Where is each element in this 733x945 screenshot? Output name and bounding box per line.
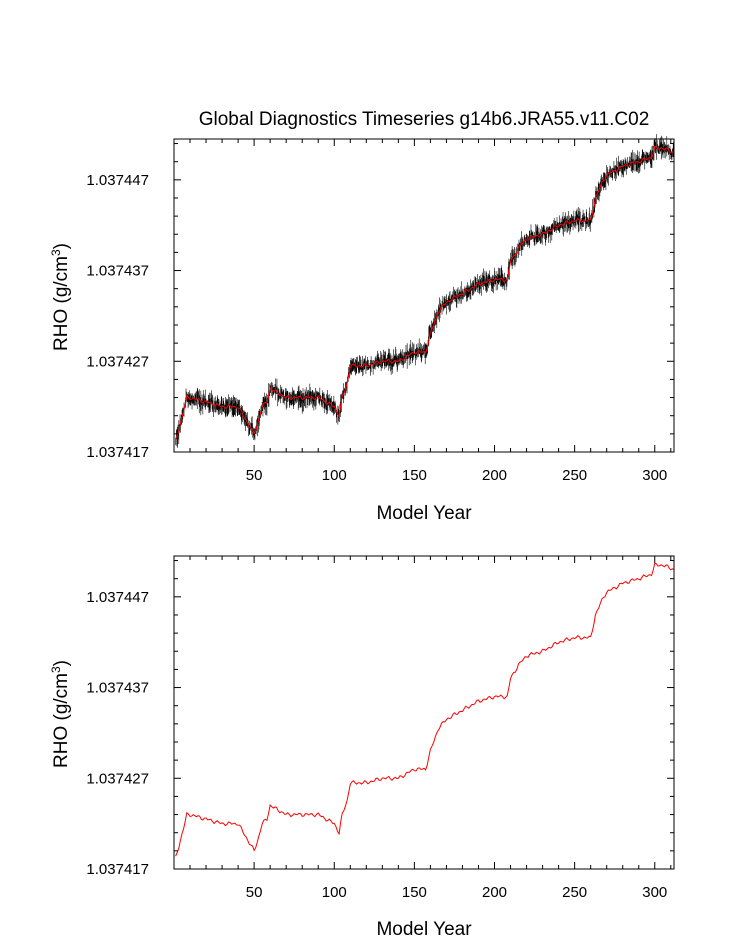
x-axis-title: Model Year	[376, 919, 472, 940]
y-tick-label: 1.037447	[86, 172, 149, 189]
x-tick-label: 300	[642, 467, 667, 484]
plot-frame	[173, 555, 675, 870]
y-axis-title: RHO (g/cm3)	[49, 660, 72, 768]
y-tick-label: 1.037417	[86, 861, 149, 878]
x-tick-label: 250	[562, 467, 587, 484]
y-axis-title-suffix: )	[51, 243, 72, 249]
x-tick-label: 50	[246, 467, 263, 484]
y-axis-title-superscript: 3	[49, 249, 63, 256]
y-axis-title-main: RHO (g/cm	[51, 673, 72, 768]
y-tick-labels: 1.037417 1.037427 1.037437 1.037447	[86, 589, 149, 878]
y-tick-label: 1.037437	[86, 263, 149, 280]
top-panel: 50 100 150 200 250 300 1.0374171.0374271.0374…	[49, 134, 675, 524]
annual-mean-line	[175, 145, 675, 440]
y-axis-title-superscript: 3	[49, 666, 63, 673]
chart-title: Global Diagnostics Timeseries g14b6.JRA5…	[199, 109, 650, 130]
y-tick-label: 1.037427	[86, 770, 149, 787]
x-tick-label: 50	[246, 884, 263, 901]
x-tick-labels: 50 100 150 200 250 300	[246, 884, 668, 901]
y-axis-title-suffix: )	[51, 660, 72, 666]
y-tick-label: 1.037437	[86, 680, 149, 697]
x-tick-label: 250	[562, 884, 587, 901]
x-tick-label: 150	[402, 467, 427, 484]
y-tick-label: 1.037447	[86, 589, 149, 606]
y-tick-labels: 1.037417 1.037427 1.037437 1.037447	[86, 172, 149, 461]
y-tick-label: 1.037427	[86, 353, 149, 370]
x-axis-title: Model Year	[376, 503, 472, 524]
bottom-panel: 50 100 150 200 250 300 1.0374171.0374271.0374…	[49, 555, 675, 940]
plot-frame	[173, 138, 675, 453]
axis-ticks	[174, 139, 674, 453]
annual-mean-line	[175, 562, 675, 857]
x-tick-label: 150	[402, 884, 427, 901]
x-tick-label: 200	[482, 467, 507, 484]
x-tick-labels: 50 100 150 200 250 300	[246, 467, 668, 484]
x-tick-label: 300	[642, 884, 667, 901]
axis-ticks	[174, 556, 674, 870]
x-tick-label: 200	[482, 884, 507, 901]
x-tick-label: 100	[322, 884, 347, 901]
y-tick-label: 1.037417	[86, 444, 149, 461]
x-tick-label: 100	[322, 467, 347, 484]
y-axis-title-main: RHO (g/cm	[51, 256, 72, 351]
y-axis-title: RHO (g/cm3)	[49, 243, 72, 351]
